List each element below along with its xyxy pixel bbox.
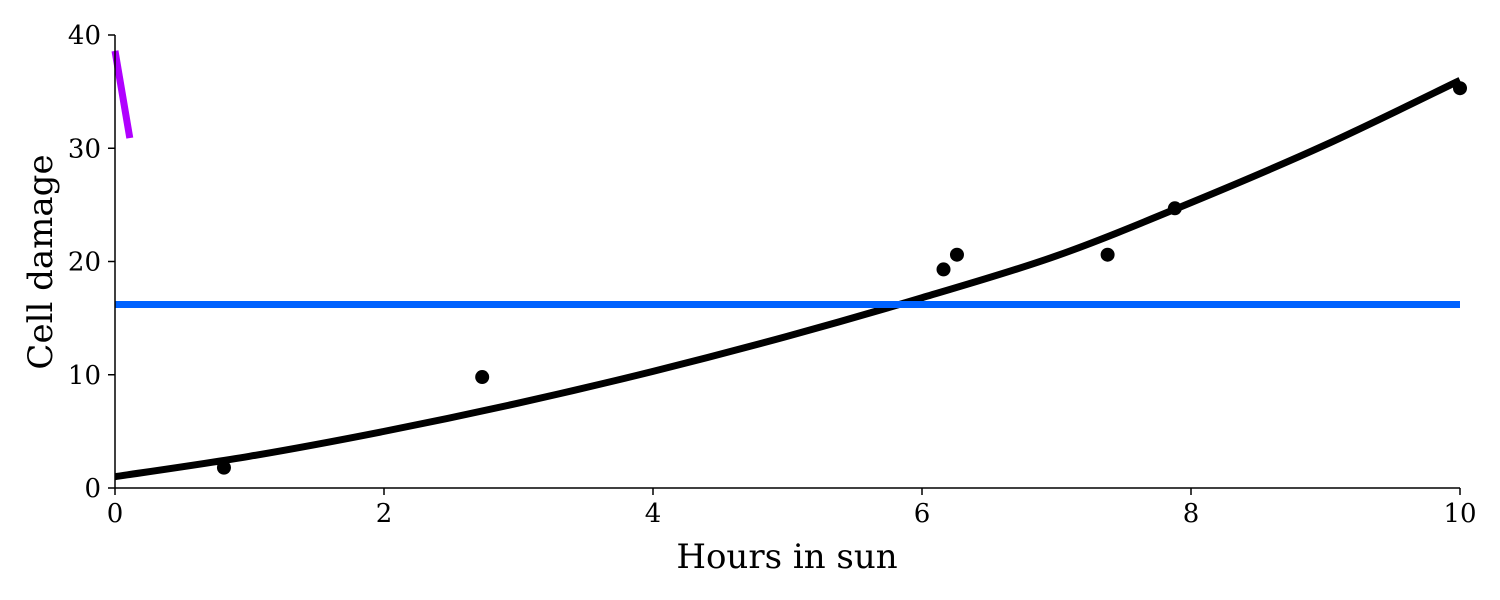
data-point <box>216 460 231 475</box>
data-point <box>1453 81 1467 96</box>
y-tick-label: 10 <box>68 361 101 391</box>
data-point <box>936 262 951 277</box>
x-tick-label: 4 <box>645 499 662 529</box>
y-axis-label: Cell damage <box>21 154 61 369</box>
x-axis-label: Hours in sun <box>676 537 897 577</box>
x-tick-label: 10 <box>1443 499 1476 529</box>
y-tick-label: 40 <box>68 21 101 51</box>
data-point <box>949 247 964 262</box>
data-point <box>1100 247 1115 262</box>
y-tick-label: 0 <box>84 474 101 504</box>
x-axis-ticks: 0 2 4 6 8 10 <box>107 488 1477 529</box>
data-point <box>475 370 490 385</box>
fitted-curve <box>114 77 1462 481</box>
x-tick-label: 2 <box>376 499 393 529</box>
x-tick-label: 0 <box>107 499 124 529</box>
series-lines <box>111 50 1462 481</box>
short-segment-line <box>111 50 134 139</box>
data-point <box>1167 201 1182 216</box>
y-axis-ticks: 0 10 20 30 40 <box>68 21 115 504</box>
y-tick-label: 20 <box>68 248 101 278</box>
scatter-points <box>216 81 1467 475</box>
x-tick-label: 8 <box>1183 499 1200 529</box>
y-tick-label: 30 <box>68 134 101 164</box>
x-tick-label: 6 <box>914 499 931 529</box>
plot-area <box>111 50 1467 481</box>
